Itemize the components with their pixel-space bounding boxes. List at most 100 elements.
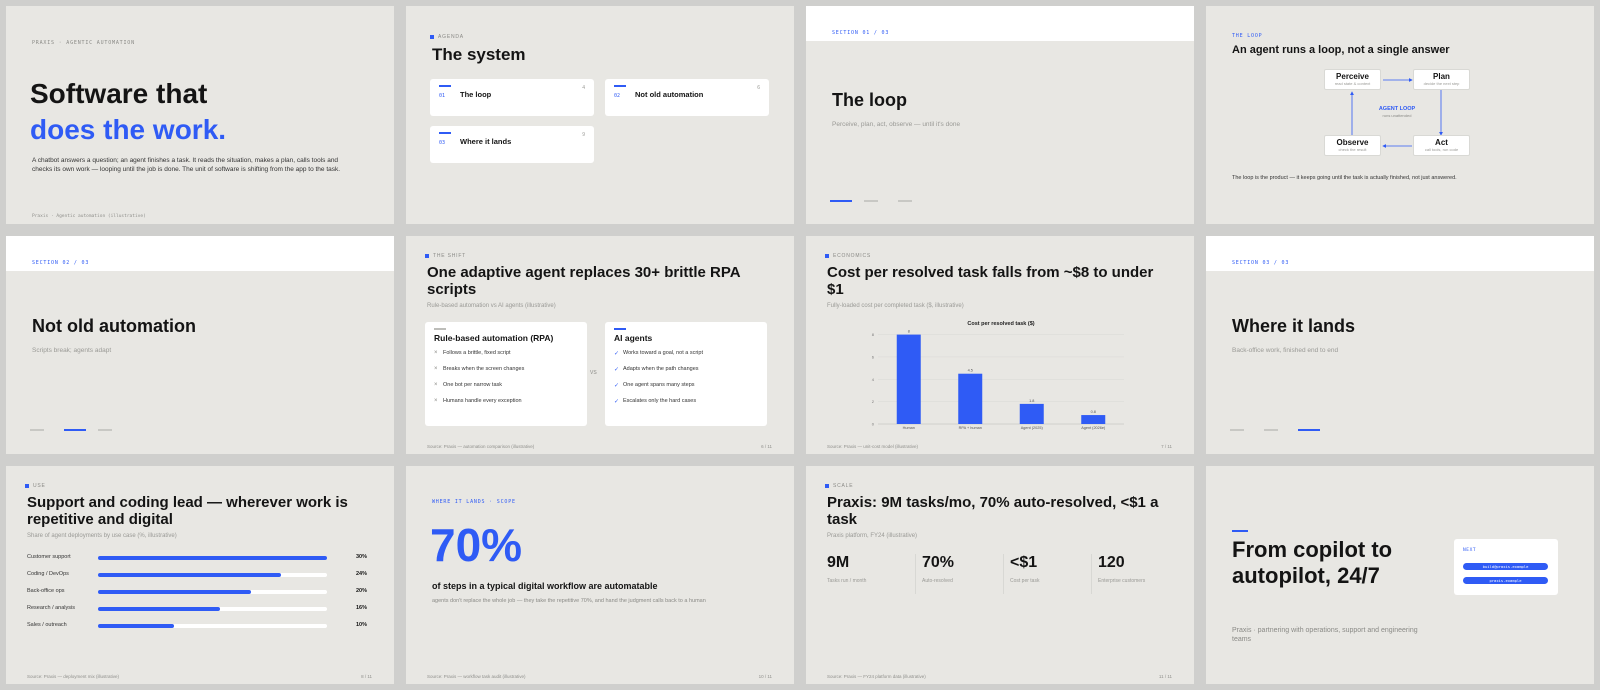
y-tick-label: 0 [872, 422, 875, 427]
agenda-item-2[interactable]: 02 Not old automation 6 [605, 79, 769, 116]
agenda-title: Where it lands [460, 137, 512, 146]
slide-subtitle: Rule-based automation vs AI agents (illu… [427, 303, 556, 309]
agents-card-title: AI agents [614, 333, 653, 343]
check-icon: ✓ [614, 383, 620, 389]
use-case-row: Coding / DevOps 24% [27, 570, 367, 580]
progress-step-1 [1230, 429, 1244, 431]
next-card: NEXT build@praxis.example praxis.example [1454, 539, 1558, 595]
use-case-value: 30% [355, 554, 367, 560]
agents-card: AI agents ✓ Works toward a goal, not a sc… [605, 322, 767, 426]
card-accent-bar [614, 328, 626, 330]
use-case-label: Coding / DevOps [27, 571, 69, 577]
rpa-item: × Follows a brittle, fixed script [434, 350, 511, 356]
page-number: 6 / 11 [761, 444, 772, 449]
agents-item: ✓ One agent spans many steps [614, 382, 695, 389]
title-line-2: does the work. [30, 114, 227, 145]
agenda-item-3[interactable]: 03 Where it lands 9 [430, 126, 594, 163]
slide-eyebrow: USE [25, 483, 46, 489]
eyebrow-dot-icon [425, 253, 429, 258]
slide-title: Support and coding lead — wherever work … [27, 494, 348, 528]
slide-scope[interactable]: WHERE IT LANDS · SCOPE 70% of steps in a… [406, 466, 794, 684]
slide-closing[interactable]: From copilot to autopilot, 24/7 Praxis ·… [1206, 466, 1594, 684]
loop-node-act: Act call tools, run code [1413, 135, 1470, 156]
bar [958, 373, 983, 424]
title-line-1: Software that [30, 78, 208, 109]
stat-label: Auto-resolved [922, 578, 953, 584]
cross-icon: × [434, 350, 438, 356]
loop-center-sub: runs unattended [1382, 113, 1412, 118]
slide-section-1[interactable]: SECTION 01 / 03 The loop Perceive, plan,… [806, 6, 1194, 224]
x-tick-label: Agent (2025) [1021, 426, 1044, 430]
stat-label: Tasks run / month [827, 578, 867, 584]
slide-title: Cost per resolved task falls from ~$8 to… [827, 264, 1154, 298]
x-tick-label: Agent (2026e) [1081, 426, 1106, 430]
use-case-track [98, 573, 327, 577]
use-case-label: Back-office ops [27, 588, 65, 594]
stat-label: Enterprise customers [1098, 578, 1146, 584]
bar [1081, 415, 1106, 424]
slide-subtitle: Praxis platform, FY24 (illustrative) [827, 533, 918, 539]
slide-section-3[interactable]: SECTION 03 / 03 Where it lands Back-offi… [1206, 236, 1594, 454]
slide-eyebrow: THE SHIFT [425, 253, 466, 259]
agenda-item-1[interactable]: 01 The loop 4 [430, 79, 594, 116]
slide-economics[interactable]: ECONOMICS Cost per resolved task falls f… [806, 236, 1194, 454]
use-case-fill [98, 624, 175, 628]
progress-step-1 [30, 429, 44, 431]
agenda-page: 4 [582, 85, 585, 91]
stat-value: 120 [1098, 554, 1125, 571]
stat-customers: 120 Enterprise customers [1091, 554, 1176, 594]
section-title: The loop [832, 90, 907, 110]
website-button[interactable]: praxis.example [1463, 577, 1548, 584]
use-case-row: Back-office ops 20% [27, 587, 367, 597]
use-case-fill [98, 590, 251, 594]
use-case-fill [98, 556, 327, 560]
slide-use-cases[interactable]: USE Support and coding lead — wherever w… [6, 466, 394, 684]
progress-step-3 [898, 200, 912, 202]
section-title: Not old automation [32, 316, 196, 336]
rpa-item: × One bot per narrow task [434, 382, 503, 388]
closing-body: Praxis · partnering with operations, sup… [1232, 627, 1418, 643]
agenda-number: 03 [439, 140, 446, 146]
section-band [1206, 236, 1594, 271]
agenda-number: 01 [439, 93, 446, 99]
use-case-track [98, 590, 327, 594]
rpa-item: × Humans handle every exception [434, 398, 522, 404]
slide-agenda[interactable]: AGENDA The system 01 The loop 4 02 Not o… [406, 6, 794, 224]
section-subtitle: Perceive, plan, act, observe — until it'… [832, 121, 961, 128]
closing-title-line-2: autopilot, 24/7 [1232, 563, 1380, 588]
eyebrow-dot-icon [430, 34, 434, 39]
rpa-card-title: Rule-based automation (RPA) [434, 333, 554, 343]
use-case-row: Research / analysis 16% [27, 604, 367, 614]
slide-footer: Source: Praxis — FY24 platform data (ill… [827, 674, 926, 679]
accent-bar [614, 85, 626, 87]
slide-section-2[interactable]: SECTION 02 / 03 Not old automation Scrip… [6, 236, 394, 454]
slide-scale[interactable]: SCALE Praxis: 9M tasks/mo, 70% auto-reso… [806, 466, 1194, 684]
progress-step-2 [864, 200, 878, 202]
data-label: 1.8 [1029, 399, 1034, 403]
data-label: 8 [908, 330, 910, 334]
slide-footer: Praxis · Agentic automation (illustrativ… [32, 214, 146, 219]
accent-bar [439, 85, 451, 87]
accent-bar [439, 132, 451, 134]
slide-comparison[interactable]: THE SHIFT One adaptive agent replaces 30… [406, 236, 794, 454]
slide-title[interactable]: PRAXIS · AGENTIC AUTOMATION Software tha… [6, 6, 394, 224]
use-case-fill [98, 607, 221, 611]
check-icon: ✓ [614, 351, 620, 357]
stat-auto-resolved: 70% Auto-resolved [915, 554, 1000, 594]
slide-eyebrow: PRAXIS · AGENTIC AUTOMATION [32, 40, 135, 46]
agents-item: ✓ Works toward a goal, not a script [614, 350, 703, 357]
slide-footer: Source: Praxis — deployment mix (illustr… [27, 674, 120, 679]
slide-eyebrow: WHERE IT LANDS · SCOPE [432, 499, 516, 505]
stat-subtext: agents don't replace the whole job — the… [432, 598, 706, 604]
check-icon: ✓ [614, 367, 620, 373]
page-number: 10 / 11 [758, 674, 772, 679]
y-tick-label: 6 [872, 354, 875, 359]
cross-icon: × [434, 366, 438, 372]
use-case-value: 24% [355, 571, 367, 577]
next-label: NEXT [1463, 548, 1477, 553]
progress-step-3 [98, 429, 112, 431]
slide-loop[interactable]: THE LOOP An agent runs a loop, not a sin… [1206, 6, 1594, 224]
agenda-title: Not old automation [635, 90, 704, 99]
slide-title: One adaptive agent replaces 30+ brittle … [427, 264, 741, 298]
email-button[interactable]: build@praxis.example [1463, 563, 1548, 570]
